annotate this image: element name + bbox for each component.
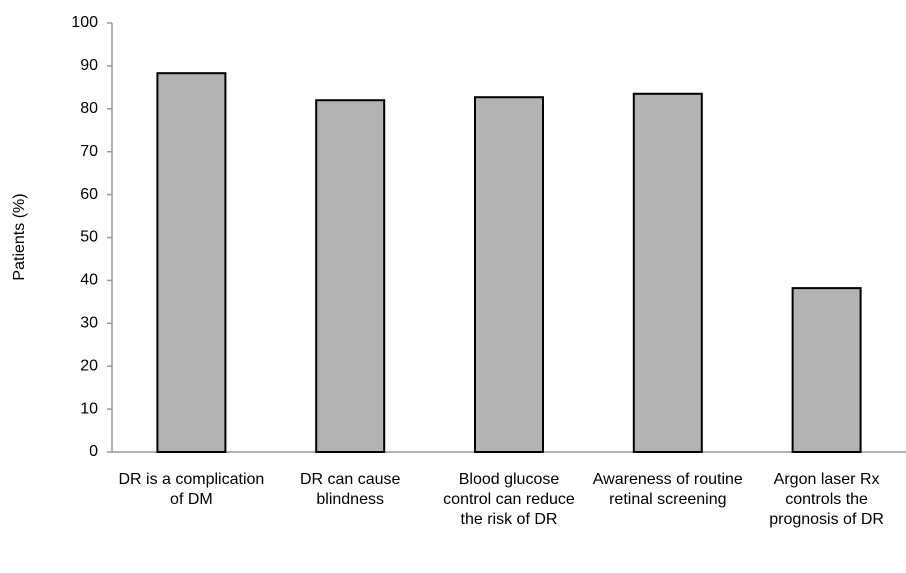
x-tick-label: DR can cause blindness (299, 471, 401, 508)
bar (315, 99, 386, 453)
bar (474, 96, 544, 453)
bar (156, 72, 227, 454)
bar (632, 92, 703, 453)
y-tick-label: 70 (80, 143, 98, 160)
y-tick-label: 80 (80, 100, 98, 117)
y-tick-label: 90 (80, 57, 98, 74)
bar (791, 287, 862, 454)
y-tick-label: 30 (80, 315, 98, 332)
y-tick-label: 20 (80, 357, 98, 374)
y-tick-label: 10 (80, 400, 98, 417)
y-axis-label: Patients (%) (11, 193, 28, 280)
x-tick-label: Awareness of routine retinal screening (592, 471, 743, 508)
y-tick-label: 60 (80, 186, 98, 203)
x-tick-label: Argon laser Rx controls the prognosis of… (769, 471, 884, 528)
y-tick-label: 0 (89, 443, 98, 460)
x-tick-label: Blood glucose control can reduce the ris… (443, 471, 575, 528)
y-tick-label: 40 (80, 272, 98, 289)
y-tick-label: 50 (80, 229, 98, 246)
x-tick-label: DR is a complication of DM (118, 471, 265, 508)
y-tick-label: 100 (71, 14, 98, 31)
